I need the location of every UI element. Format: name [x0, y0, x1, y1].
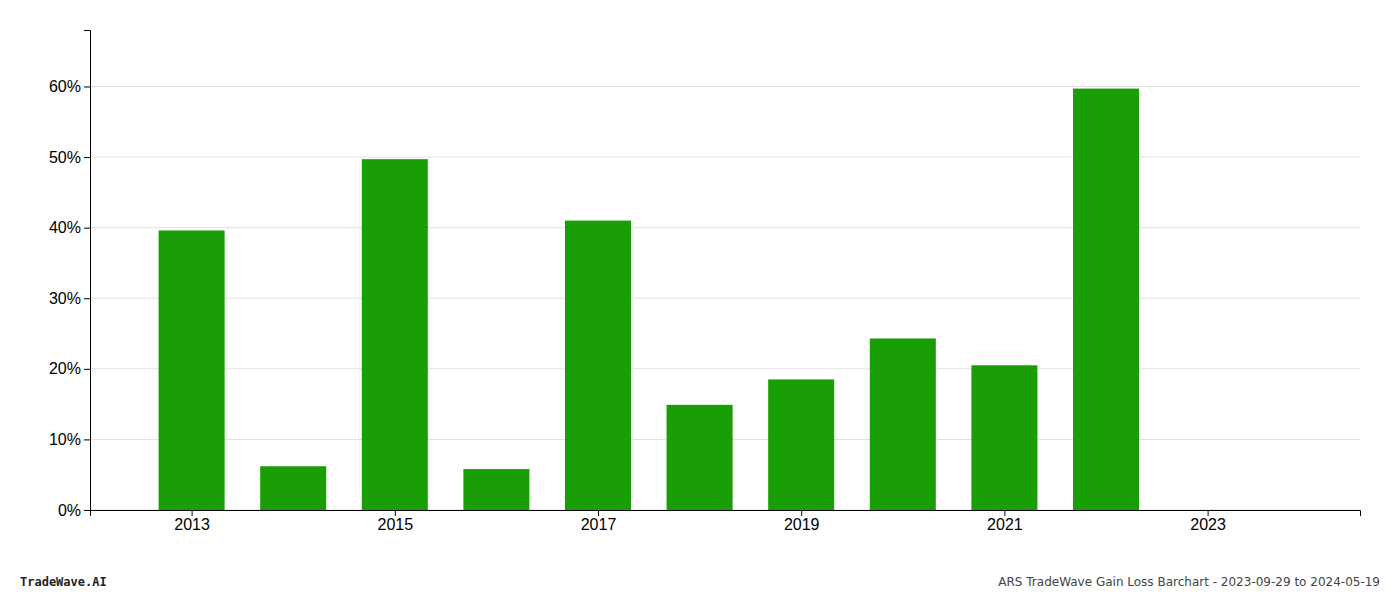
bar: [667, 405, 733, 510]
y-tick: 10%: [49, 431, 90, 448]
x-tick: 2021: [987, 510, 1023, 533]
x-tick-mark: [395, 510, 396, 516]
annotation: ARS TradeWave Gain Loss Barchart - 2023-…: [998, 575, 1380, 589]
x-tick-label: 2023: [1190, 516, 1226, 533]
x-axis-line: [91, 511, 1361, 517]
bar: [971, 365, 1037, 510]
plot: 2013 2015 2017 2019 2021 2023 0% 10% 20% 30% 40% 50…: [49, 31, 1361, 534]
y-tick: 40%: [49, 219, 90, 236]
annotation: TradeWave.AI: [20, 575, 107, 589]
y-tick-label: 30%: [49, 290, 81, 307]
grid-line: [90, 368, 1360, 369]
grid-line: [90, 86, 1360, 87]
bar: [159, 230, 225, 510]
x-tick-label: 2013: [174, 516, 210, 533]
y-tick-mark: [84, 86, 90, 87]
bar: [463, 469, 529, 510]
bar: [870, 338, 936, 510]
x-tick-label: 2019: [784, 516, 820, 533]
x-tick-mark: [801, 510, 802, 516]
x-tick: 2019: [784, 510, 820, 533]
bars: [159, 89, 1139, 510]
x-tick-mark: [598, 510, 599, 516]
bar: [362, 159, 428, 510]
x-tick: 2023: [1190, 510, 1226, 533]
y-axis: 0% 10% 20% 30% 40% 50% 60%: [49, 31, 91, 519]
y-tick-mark: [84, 439, 90, 440]
bar: [1073, 89, 1139, 510]
y-tick-mark: [84, 298, 90, 299]
grid-line: [90, 298, 1360, 299]
x-tick: 2015: [378, 510, 414, 533]
y-tick: 30%: [49, 290, 90, 307]
y-tick: 60%: [49, 78, 90, 95]
y-tick-label: 0%: [58, 502, 81, 519]
x-axis: 2013 2015 2017 2019 2021 2023: [91, 510, 1361, 533]
y-tick: 50%: [49, 149, 90, 166]
grid: [90, 86, 1360, 510]
y-tick-mark: [84, 510, 90, 511]
x-tick-label: 2015: [378, 516, 414, 533]
y-tick-mark: [84, 369, 90, 370]
x-tick-mark: [192, 510, 193, 516]
y-tick-label: 60%: [49, 78, 81, 95]
chart: 2013 2015 2017 2019 2021 2023 0% 10% 20% 30% 40% 50…: [0, 0, 1400, 600]
bar: [260, 466, 326, 510]
y-axis-line: [84, 31, 91, 511]
y-tick: 0%: [58, 502, 90, 519]
bar: [1175, 510, 1241, 511]
grid-line: [90, 157, 1360, 158]
bar: [565, 221, 631, 510]
bar: [768, 379, 834, 510]
y-tick-mark: [84, 157, 90, 158]
y-tick-label: 20%: [49, 360, 81, 377]
y-tick-mark: [84, 228, 90, 229]
y-tick: 20%: [49, 360, 90, 377]
grid-line: [90, 227, 1360, 228]
x-tick-mark: [1208, 510, 1209, 516]
y-tick-label: 40%: [49, 219, 81, 236]
x-tick-label: 2021: [987, 516, 1023, 533]
x-tick-mark: [1004, 510, 1005, 516]
y-tick-label: 50%: [49, 149, 81, 166]
x-tick: 2013: [174, 510, 210, 533]
x-tick: 2017: [581, 510, 617, 533]
x-tick-label: 2017: [581, 516, 617, 533]
y-tick-label: 10%: [49, 431, 81, 448]
